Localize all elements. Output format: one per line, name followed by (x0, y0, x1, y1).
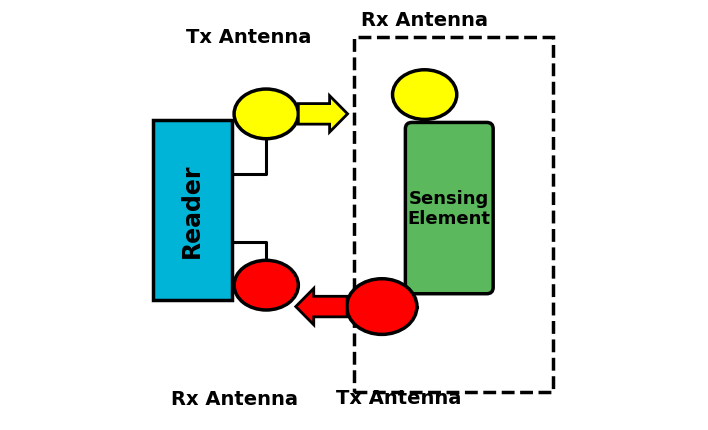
FancyArrow shape (296, 289, 347, 325)
Ellipse shape (392, 71, 457, 120)
Text: Tx Antenna: Tx Antenna (186, 28, 312, 47)
Text: Tx Antenna: Tx Antenna (336, 388, 462, 407)
Text: Rx Antenna: Rx Antenna (171, 389, 297, 408)
Ellipse shape (347, 279, 417, 335)
FancyArrow shape (298, 96, 348, 133)
Ellipse shape (234, 90, 298, 139)
Bar (354, 38, 553, 392)
Text: Rx Antenna: Rx Antenna (361, 11, 488, 30)
Text: Sensing
Element: Sensing Element (408, 189, 491, 228)
FancyBboxPatch shape (406, 123, 493, 294)
Text: Reader: Reader (181, 163, 205, 258)
Ellipse shape (234, 261, 298, 310)
FancyBboxPatch shape (153, 121, 232, 301)
